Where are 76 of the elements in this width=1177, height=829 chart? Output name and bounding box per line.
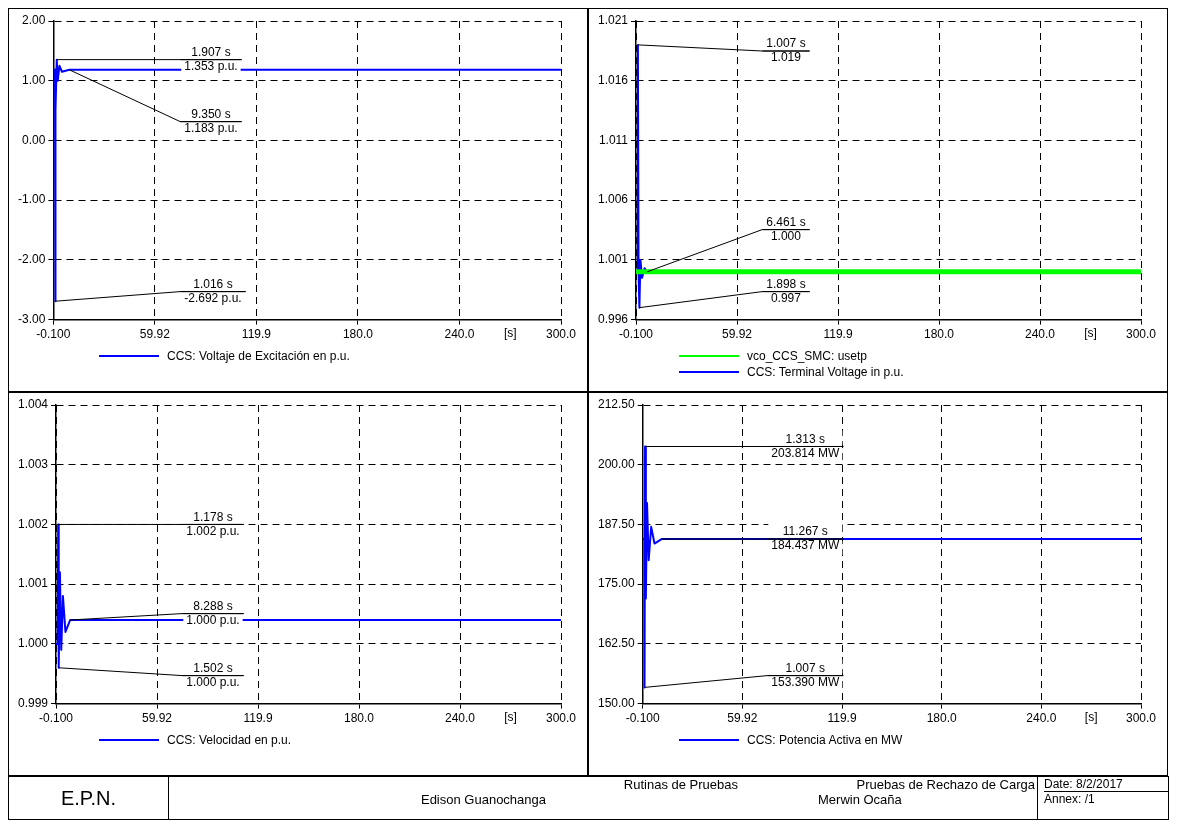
x-tick-label: 180.0 (926, 711, 958, 726)
text: Annex: /1 (1044, 792, 1095, 806)
y-tick-label: 2.00 (21, 13, 46, 28)
y-tick-label: 0.00 (21, 132, 46, 147)
y-tick-label: -1.00 (17, 192, 46, 207)
annotation: 1.007 s 1.019 (766, 36, 806, 65)
legend-label: CCS: Terminal Voltage in p.u. (747, 365, 904, 379)
y-tick-label: 1.000 (18, 636, 49, 651)
x-tick-label: 300.0 (1125, 711, 1157, 726)
x-tick-label: 300.0 (1125, 327, 1157, 342)
text: Edison Guanochanga (420, 792, 547, 807)
x-tick-label: 180.0 (344, 711, 375, 726)
annotation: 1.313 s 203.814 MW (771, 431, 840, 460)
y-tick-label: 1.011 (598, 132, 629, 147)
x-tick-label: -0.100 (619, 327, 654, 342)
y-tick-label: 1.004 (18, 397, 49, 412)
annotation: 1.907 s 1.353 p.u. (184, 44, 238, 73)
annotation: 8.288 s 1.000 p.u. (186, 598, 240, 627)
x-tick-label: 180.0 (342, 327, 374, 342)
annotation: 1.016 s -2.692 p.u. (184, 276, 242, 305)
y-tick-label: 1.021 (598, 13, 629, 28)
x-tick-label: 300.0 (545, 711, 577, 726)
x-tick-label: 300.0 (545, 327, 577, 342)
x-tick-label: 119.9 (243, 711, 273, 726)
y-tick-label: 1.006 (598, 192, 629, 207)
x-tick-label: 59.92 (727, 711, 758, 726)
y-tick-label: 1.00 (21, 73, 46, 88)
y-tick-label: 1.003 (18, 457, 49, 472)
text: Date: 8/2/2017 (1044, 777, 1123, 791)
y-tick-label: 175.00 (598, 576, 636, 591)
y-tick-label: 1.001 (598, 252, 629, 267)
y-tick-label: -2.00 (17, 252, 46, 267)
x-tick-label: 59.92 (722, 327, 753, 342)
annotation: 11.267 s 184.437 MW (771, 524, 840, 553)
x-tick-label: 240.0 (1026, 711, 1057, 726)
x-tick-label: 119.9 (823, 327, 853, 342)
legend-label: vco_CCS_SMC: usetp (747, 349, 868, 363)
text: Rutinas de Pruebas (623, 777, 738, 792)
y-tick-label: 200.00 (598, 457, 636, 472)
text: Pruebas de Rechazo de Carga (856, 777, 1035, 792)
y-tick-label: 150.00 (598, 695, 636, 710)
y-tick-label: 212.50 (598, 397, 636, 412)
y-tick-label: 0.996 (598, 311, 629, 326)
y-tick-label: 1.016 (598, 73, 629, 88)
x-tick-label: -0.100 (36, 327, 71, 342)
x-tick-label: 240.0 (444, 327, 475, 342)
y-tick-label: 1.001 (18, 576, 49, 591)
x-tick-label: -0.100 (39, 711, 74, 726)
text: E.P.N. (60, 786, 117, 810)
x-tick-label: 180.0 (924, 327, 955, 342)
x-tick-label: 119.9 (241, 327, 272, 342)
x-tick-label: 59.92 (139, 327, 171, 342)
y-tick-label: -3.00 (17, 311, 46, 326)
x-axis-title: [s] (504, 709, 517, 724)
y-tick-label: 162.50 (598, 636, 636, 651)
annotation: 1.898 s 0.997 (766, 276, 806, 305)
annotation: 1.178 s 1.002 p.u. (186, 509, 240, 538)
legend-label: CCS: Voltaje de Excitación en p.u. (167, 349, 350, 363)
annotation: 1.502 s 1.000 p.u. (186, 660, 240, 689)
x-axis-title: [s] (503, 325, 517, 340)
x-tick-label: 59.92 (142, 711, 173, 726)
annotation: 9.350 s 1.183 p.u. (184, 106, 238, 135)
annotation: 6.461 s 1.000 (766, 214, 806, 243)
x-tick-label: 240.0 (1024, 327, 1056, 342)
y-tick-label: 0.999 (18, 695, 49, 710)
x-axis-title: [s] (1084, 709, 1098, 724)
x-tick-label: -0.100 (625, 711, 661, 726)
annotation: 1.007 s 153.390 MW (771, 660, 840, 689)
x-tick-label: 240.0 (444, 711, 476, 726)
legend-label: CCS: Potencia Activa en MW (747, 733, 903, 747)
y-tick-label: 1.002 (18, 516, 49, 531)
x-tick-label: 119.9 (827, 711, 857, 726)
x-axis-title: [s] (1084, 325, 1097, 340)
y-tick-label: 187.50 (598, 516, 636, 531)
text: Merwin Ocaña (818, 792, 902, 807)
legend-label: CCS: Velocidad en p.u. (167, 733, 292, 747)
